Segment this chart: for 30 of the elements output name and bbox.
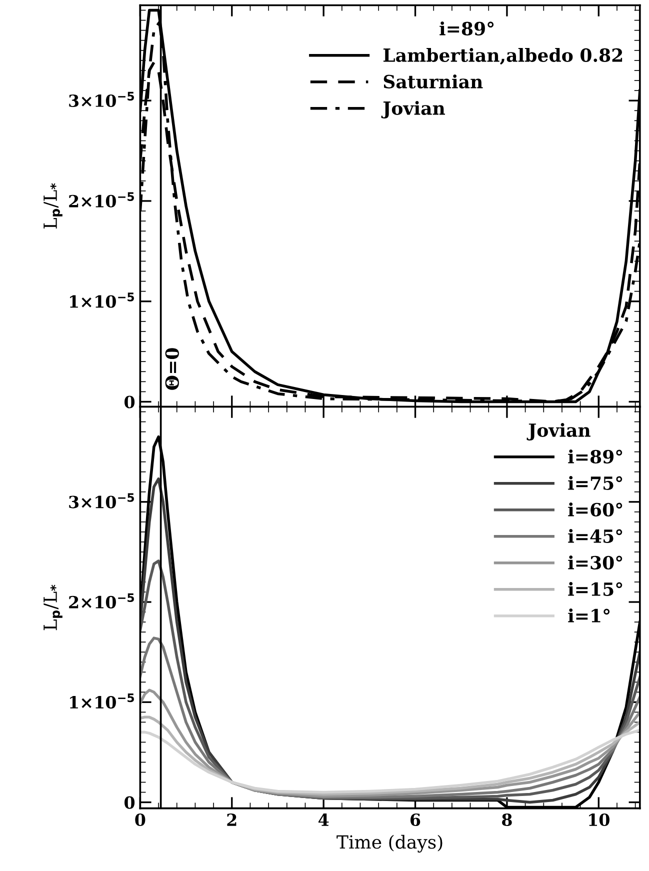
- y-axis-title: L$_{p}$/L$_{*}$: [44, 584, 62, 630]
- legend-label: i=45°: [568, 529, 622, 543]
- x-tick-label: 10: [589, 813, 610, 826]
- y-tick-label: 2×10$^{−5}$: [69, 593, 134, 608]
- legend-label: i=1°: [568, 608, 610, 622]
- x-tick-label: 2: [227, 813, 236, 826]
- x-tick-label: 6: [410, 813, 420, 826]
- x-tick-label: 0: [135, 813, 146, 826]
- y-axis-title: L$_{p}$/L$_{*}$: [44, 183, 62, 229]
- y-tick-label: 3×10$^{−5}$: [69, 92, 134, 108]
- x-tick-label: 8: [502, 813, 512, 826]
- y-tick-label: 1×10$^{−5}$: [70, 292, 134, 308]
- legend-label: i=75°: [568, 476, 622, 490]
- legend-title: i=89°: [440, 21, 494, 36]
- y-tick-label: 0: [124, 396, 135, 408]
- x-tick-label: 4: [318, 813, 329, 826]
- legend-label: Lambertian,albedo 0.82: [383, 48, 622, 65]
- legend-label: i=30°: [568, 556, 622, 570]
- y-tick-label: 1×10$^{−5}$: [70, 693, 134, 709]
- y-tick-label: 0: [124, 796, 135, 809]
- y-tick-label: 3×10$^{−5}$: [69, 493, 134, 508]
- x-axis-title: Time (days): [336, 834, 442, 853]
- legend-label: i=89°: [568, 450, 622, 464]
- legend-label: i=15°: [568, 582, 622, 596]
- y-tick-label: 2×10$^{−5}$: [69, 192, 134, 208]
- legend-label: Jovian: [381, 100, 445, 118]
- legend-label: Saturnian: [384, 74, 483, 88]
- ref-line-label: Θ=0: [165, 348, 179, 390]
- legend-label: i=60°: [568, 502, 622, 516]
- legend-title: Jovian: [526, 423, 590, 440]
